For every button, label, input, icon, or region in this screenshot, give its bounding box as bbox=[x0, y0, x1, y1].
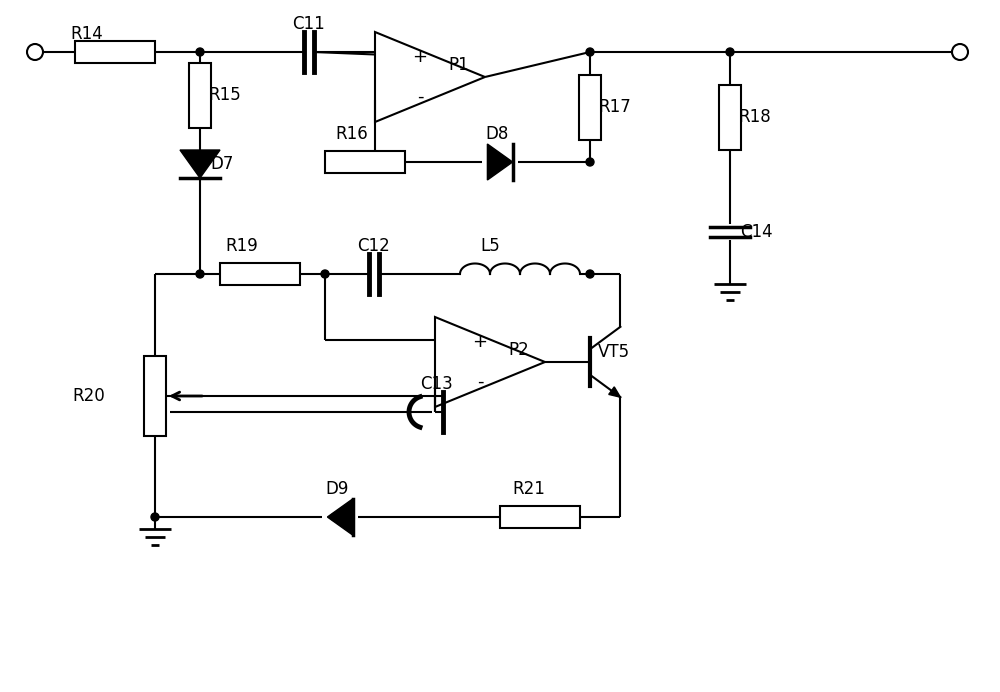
Text: D7: D7 bbox=[210, 155, 233, 173]
Circle shape bbox=[586, 158, 594, 166]
Text: C12: C12 bbox=[357, 237, 390, 255]
Bar bbox=[75, 41, 155, 63]
Circle shape bbox=[726, 48, 734, 56]
Circle shape bbox=[196, 48, 204, 56]
Text: -: - bbox=[417, 88, 423, 106]
Text: C13: C13 bbox=[420, 375, 453, 393]
Text: R14: R14 bbox=[70, 25, 103, 43]
Bar bbox=[325, 151, 405, 173]
Text: +: + bbox=[413, 48, 428, 66]
Bar bbox=[500, 506, 580, 528]
Text: P2: P2 bbox=[508, 341, 529, 359]
Text: D8: D8 bbox=[485, 125, 508, 143]
Text: R21: R21 bbox=[512, 480, 545, 498]
Text: R19: R19 bbox=[225, 237, 258, 255]
Circle shape bbox=[331, 513, 339, 521]
Text: R17: R17 bbox=[598, 98, 631, 116]
Polygon shape bbox=[327, 499, 353, 535]
Text: R16: R16 bbox=[335, 125, 368, 143]
Circle shape bbox=[586, 48, 594, 56]
Text: +: + bbox=[473, 333, 488, 351]
Circle shape bbox=[151, 513, 159, 521]
Bar bbox=[144, 356, 166, 436]
Polygon shape bbox=[180, 150, 220, 178]
Circle shape bbox=[321, 270, 329, 278]
Text: -: - bbox=[477, 373, 483, 391]
Circle shape bbox=[196, 270, 204, 278]
Bar bbox=[189, 62, 211, 127]
Bar bbox=[719, 84, 741, 149]
Text: P1: P1 bbox=[448, 56, 469, 74]
Bar bbox=[220, 263, 300, 285]
Text: R18: R18 bbox=[738, 108, 771, 126]
Text: R20: R20 bbox=[72, 387, 105, 405]
Circle shape bbox=[586, 270, 594, 278]
Text: L5: L5 bbox=[480, 237, 500, 255]
Bar bbox=[579, 75, 601, 140]
Polygon shape bbox=[487, 144, 513, 180]
Text: D9: D9 bbox=[325, 480, 348, 498]
Text: VT5: VT5 bbox=[598, 343, 630, 361]
Text: C14: C14 bbox=[740, 223, 773, 241]
Text: C11: C11 bbox=[292, 15, 325, 33]
Polygon shape bbox=[609, 387, 620, 397]
Text: R15: R15 bbox=[208, 86, 241, 104]
